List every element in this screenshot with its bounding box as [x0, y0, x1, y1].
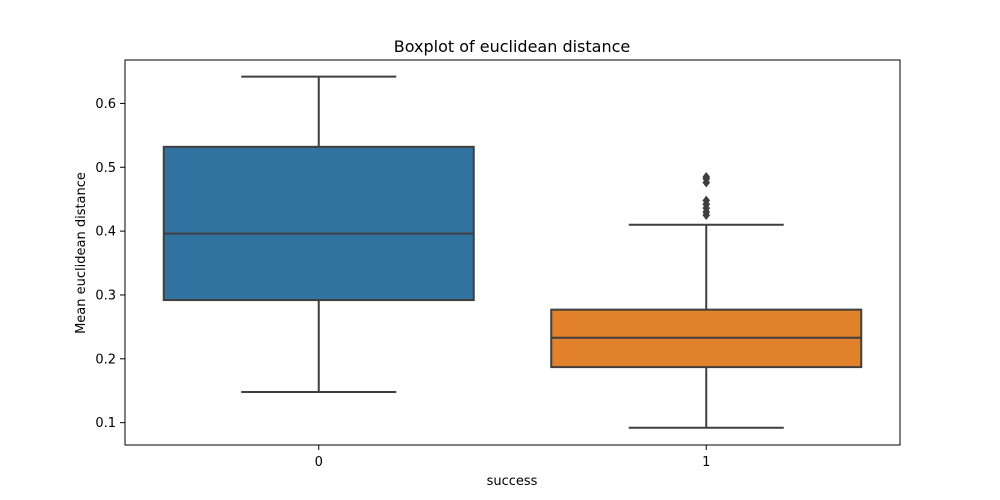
- box-group-1: [550, 172, 863, 429]
- y-tick-label: 0.6: [95, 97, 116, 112]
- outlier-point: [702, 172, 711, 182]
- x-tick-label: 0: [315, 455, 323, 470]
- box-group-0: [162, 75, 475, 394]
- x-axis-title: success: [487, 474, 538, 489]
- y-tick-label: 0.1: [95, 416, 116, 431]
- y-tick-label: 0.3: [95, 288, 116, 303]
- box-iqr: [162, 145, 475, 302]
- axes-frame: [124, 59, 901, 446]
- y-tick-label: 0.2: [95, 352, 116, 367]
- outlier-point: [702, 195, 711, 206]
- y-axis-title: Mean euclidean distance: [74, 172, 89, 334]
- chart-title: Boxplot of euclidean distance: [394, 37, 631, 56]
- y-tick-label: 0.5: [95, 161, 116, 176]
- y-tick-label: 0.4: [95, 225, 116, 240]
- plot-area: [162, 75, 863, 429]
- x-tick-label: 1: [702, 455, 710, 470]
